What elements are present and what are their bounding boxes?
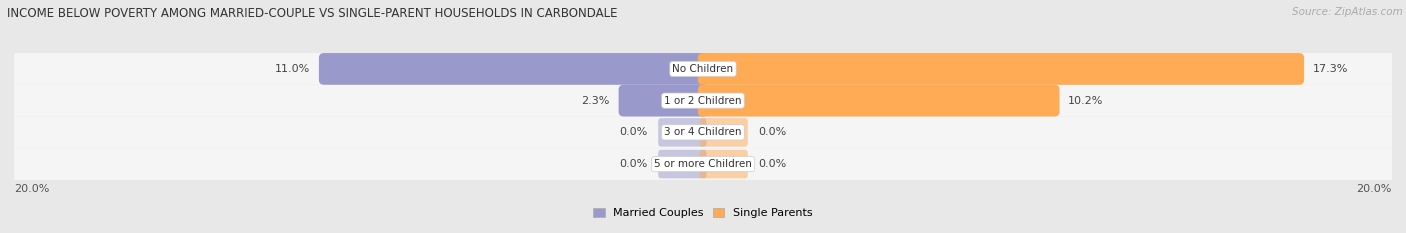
Text: 3 or 4 Children: 3 or 4 Children — [664, 127, 742, 137]
FancyBboxPatch shape — [14, 148, 1392, 180]
Text: 11.0%: 11.0% — [276, 64, 311, 74]
Text: 0.0%: 0.0% — [620, 127, 648, 137]
FancyBboxPatch shape — [14, 53, 1392, 85]
Text: 1 or 2 Children: 1 or 2 Children — [664, 96, 742, 106]
FancyBboxPatch shape — [319, 53, 709, 85]
FancyBboxPatch shape — [697, 85, 1060, 116]
Text: INCOME BELOW POVERTY AMONG MARRIED-COUPLE VS SINGLE-PARENT HOUSEHOLDS IN CARBOND: INCOME BELOW POVERTY AMONG MARRIED-COUPL… — [7, 7, 617, 20]
Text: 5 or more Children: 5 or more Children — [654, 159, 752, 169]
Text: 20.0%: 20.0% — [14, 184, 49, 194]
FancyBboxPatch shape — [697, 53, 1305, 85]
Legend: Married Couples, Single Parents: Married Couples, Single Parents — [593, 208, 813, 218]
Text: No Children: No Children — [672, 64, 734, 74]
FancyBboxPatch shape — [619, 85, 709, 116]
Text: 17.3%: 17.3% — [1313, 64, 1348, 74]
Text: 2.3%: 2.3% — [582, 96, 610, 106]
Text: 0.0%: 0.0% — [758, 159, 786, 169]
FancyBboxPatch shape — [658, 118, 706, 147]
FancyBboxPatch shape — [658, 150, 706, 178]
Text: 10.2%: 10.2% — [1069, 96, 1104, 106]
FancyBboxPatch shape — [700, 150, 748, 178]
Text: 20.0%: 20.0% — [1357, 184, 1392, 194]
FancyBboxPatch shape — [14, 116, 1392, 148]
Text: 0.0%: 0.0% — [620, 159, 648, 169]
Text: 0.0%: 0.0% — [758, 127, 786, 137]
Text: Source: ZipAtlas.com: Source: ZipAtlas.com — [1292, 7, 1403, 17]
FancyBboxPatch shape — [700, 118, 748, 147]
FancyBboxPatch shape — [14, 85, 1392, 116]
